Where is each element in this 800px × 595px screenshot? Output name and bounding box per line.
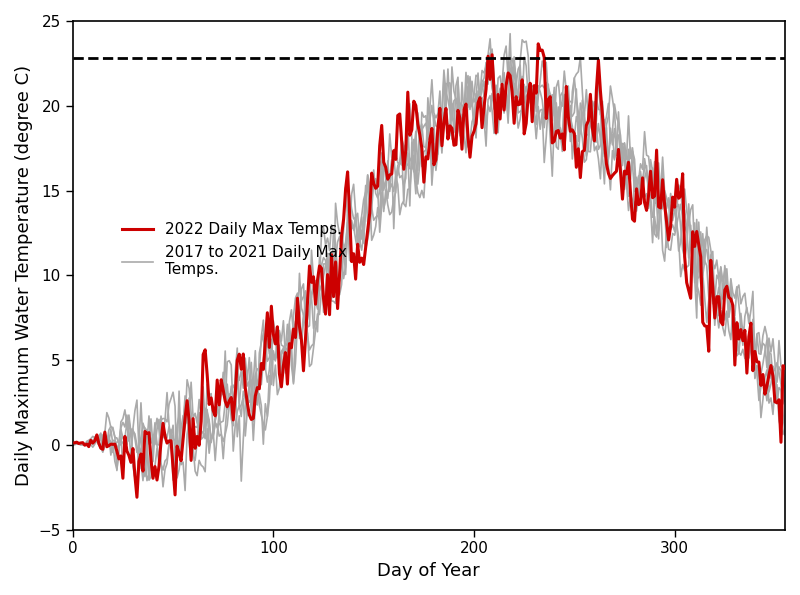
X-axis label: Day of Year: Day of Year: [378, 562, 480, 580]
Legend: 2022 Daily Max Temps., 2017 to 2021 Daily Max
Temps.: 2022 Daily Max Temps., 2017 to 2021 Dail…: [116, 216, 353, 284]
Y-axis label: Daily Maximum Water Temperature (degree C): Daily Maximum Water Temperature (degree …: [15, 65, 33, 486]
